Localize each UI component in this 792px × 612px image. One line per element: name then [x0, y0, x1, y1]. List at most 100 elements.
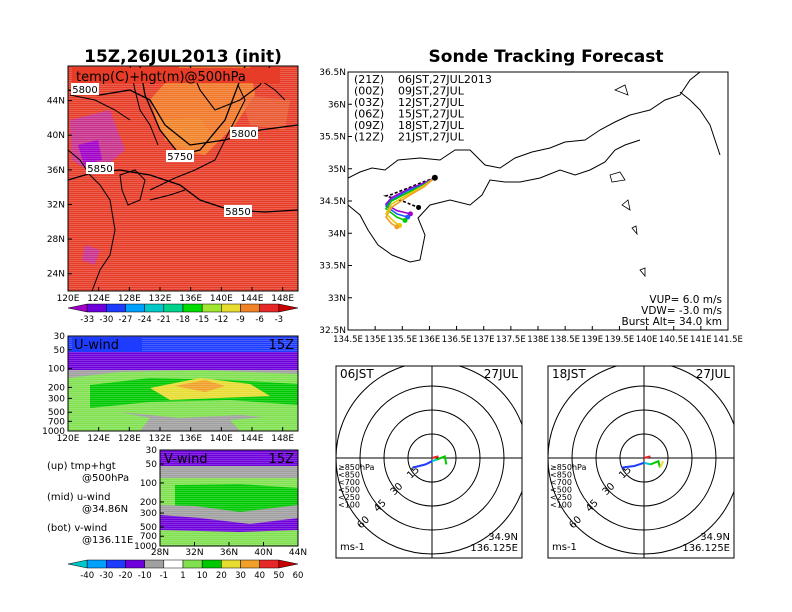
- polar-lon: 136.125E: [470, 543, 518, 554]
- map-lat-tick: 44N: [47, 97, 65, 107]
- uwind-lon-tick: 148E: [271, 434, 294, 444]
- polar-legend-item: <500: [338, 486, 360, 495]
- polar-unit: ms-1: [340, 542, 365, 553]
- vwind-lat-tick: 36N: [220, 548, 238, 558]
- map-lat-ticks: 44N 40N 36N 32N 28N 24N: [47, 97, 72, 280]
- pressure-tick: 500: [140, 523, 157, 533]
- uwind-lon-tick: 144E: [241, 434, 264, 444]
- tracking-lon-tick: 139E: [581, 335, 603, 345]
- colorbar-swatch: [259, 559, 280, 569]
- tracking-title: Sonde Tracking Forecast: [429, 47, 664, 67]
- tracking-lon-tick: 138E: [527, 335, 549, 345]
- tracking-lon-tick: 135.5E: [387, 335, 417, 345]
- launch-label: 12JST,27JUL: [398, 96, 465, 109]
- sonde-track: [385, 177, 436, 228]
- tracking-lat-tick: 34N: [328, 229, 346, 239]
- launch-code: (21Z): [354, 73, 384, 86]
- pressure-tick: 1000: [134, 542, 157, 552]
- tracking-lat-tick: 33N: [328, 294, 346, 304]
- colorbar-label: -12: [214, 315, 228, 325]
- colorbar-swatch: [278, 303, 299, 313]
- colorbar-label: -24: [138, 315, 152, 325]
- tracking-lat-ticks: 36.5N 36N 35.5N 35N 34.5N 34N 33.5N 33N 32.5N: [319, 68, 352, 336]
- polar-lon: 136.125E: [682, 543, 730, 554]
- colorbar-swatch: [144, 303, 165, 313]
- pressure-tick: 700: [140, 532, 157, 542]
- colorbar-swatch: [86, 559, 107, 569]
- uwind-lon-tick: 120E: [57, 434, 80, 444]
- wind-trace: [431, 455, 439, 459]
- tracking-lon-tick: 141.5E: [713, 335, 743, 345]
- polar-legend-item: <850: [550, 471, 572, 480]
- colorbar-label: -3: [275, 315, 283, 325]
- tracking-lon-tick: 137E: [473, 335, 495, 345]
- polar-date: 27JUL: [484, 367, 519, 381]
- colorbar-swatch: [125, 303, 145, 313]
- colorbar-label: -10: [138, 571, 152, 581]
- map-title: 15Z,26JUL2013 (init): [84, 47, 282, 67]
- pressure-tick: 300: [140, 509, 157, 519]
- tracking-param: VUP= 6.0 m/s: [649, 294, 722, 306]
- contour-label: 5850: [87, 164, 112, 175]
- map-lat-tick: 28N: [47, 235, 65, 245]
- contour-label: 5750: [167, 152, 192, 163]
- launch-label: 15JST,27JUL: [398, 108, 465, 121]
- tracking-lon-tick: 136.5E: [442, 335, 472, 345]
- uwind-section: [68, 336, 298, 431]
- polar-time: 18JST: [552, 367, 586, 381]
- tracking-lat-tick: 32.5N: [319, 326, 346, 336]
- legend-note: (mid) u-wind: [47, 492, 110, 503]
- pressure-tick: 30: [54, 332, 66, 342]
- colorbar-label: 60: [293, 571, 304, 581]
- launch-label: 09JST,27JUL: [398, 85, 465, 98]
- colorbar-swatch: [221, 559, 241, 569]
- pressure-tick: 1000: [42, 427, 65, 437]
- vwind-lat-tick: 28N: [151, 548, 169, 558]
- contour-label: 5800: [231, 129, 256, 140]
- colorbar-swatch: [259, 303, 280, 313]
- launch-code: (03Z): [354, 96, 384, 109]
- polar-date: 27JUL: [696, 367, 731, 381]
- tracking-lon-tick: 138.5E: [550, 335, 580, 345]
- map-lon-tick: 124E: [87, 294, 110, 304]
- colorbar-label: -40: [80, 571, 94, 581]
- launch-code: (12Z): [354, 131, 384, 144]
- colorbar-swatch: [182, 303, 203, 313]
- tracking-param: VDW= -3.0 m/s: [641, 305, 722, 317]
- pressure-tick: 100: [48, 365, 65, 375]
- vwind-label: V-wind: [164, 452, 208, 467]
- tracking-lon-tick: 134.5E: [333, 335, 363, 345]
- launch-label: 21JST,27JUL: [398, 131, 465, 144]
- polar-time: 06JST: [340, 367, 374, 381]
- map-label: temp(C)+hgt(m)@500hPa: [76, 70, 246, 85]
- polar-legend-item: <850: [338, 471, 360, 480]
- launch-code: (00Z): [354, 85, 384, 98]
- launch-legend: (21Z) 06JST,27JUL2013 (00Z) 09JST,27JUL (03Z…: [354, 73, 492, 144]
- vwind-lat-tick: 32N: [185, 548, 203, 558]
- wind-trace: [643, 455, 651, 459]
- colorbar-swatch: [144, 559, 165, 569]
- pressure-tick: 50: [146, 460, 158, 470]
- tracking-lon-tick: 136E: [419, 335, 441, 345]
- wind-trace: [650, 459, 661, 468]
- polar-frame: [547, 365, 735, 559]
- launch-label: 06JST,27JUL2013: [398, 73, 492, 86]
- map-lon-tick: 136E: [179, 294, 202, 304]
- tracking-lon-tick: 140.5E: [659, 335, 689, 345]
- uwind-lon-tick: 140E: [210, 434, 233, 444]
- contour-labels: 5800 5800 5750 5850 5850: [71, 83, 258, 218]
- colorbar-swatch: [240, 559, 260, 569]
- pressure-tick: 30: [146, 446, 158, 456]
- map-lon-ticks: 120E 124E 128E 132E 136E 140E 144E 148E: [57, 287, 294, 304]
- polar-legend-item: <250: [550, 493, 572, 502]
- colorbar-swatch: [201, 303, 222, 313]
- map-lon-tick: 120E: [57, 294, 80, 304]
- map-lat-tick: 40N: [47, 131, 65, 141]
- wind-trace: [431, 458, 438, 463]
- map-frame: [67, 65, 299, 292]
- launch-label: 18JST,27JUL: [398, 119, 465, 132]
